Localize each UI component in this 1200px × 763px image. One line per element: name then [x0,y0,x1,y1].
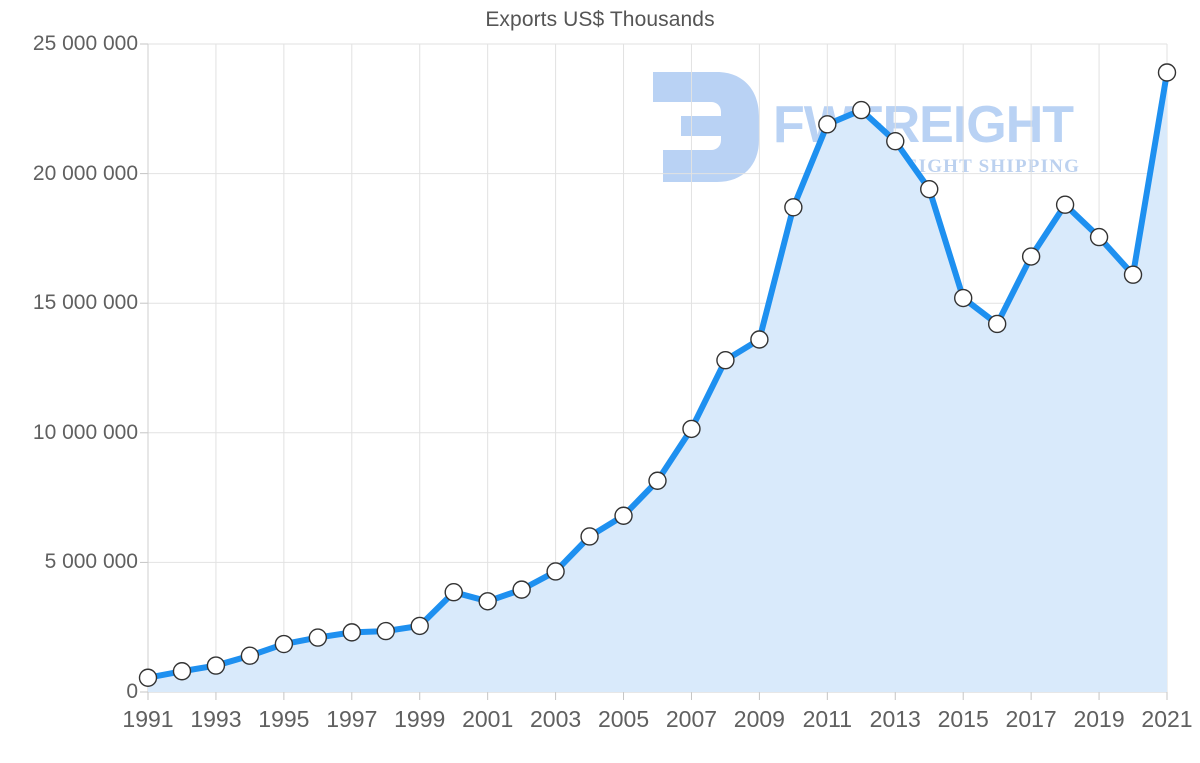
data-point-marker[interactable] [886,131,905,151]
y-axis-tick-label: 20 000 000 [32,161,138,185]
data-point-marker[interactable] [512,580,531,599]
data-point-marker[interactable] [987,314,1007,334]
data-point-marker[interactable] [240,646,260,665]
x-axis-tick-label: 2003 [530,706,582,732]
y-axis-tick-label: 15 000 000 [32,291,138,315]
data-point-marker[interactable] [308,628,328,647]
data-point-marker[interactable] [342,623,361,642]
x-axis-tick-label: 2009 [733,706,785,732]
x-axis-tick-label: 2017 [1005,706,1057,732]
x-axis-tick-label: 1999 [394,706,446,732]
y-axis-tick-label: 25 000 000 [32,32,138,55]
data-point-marker[interactable] [716,351,735,370]
data-point-marker[interactable] [1157,63,1177,82]
data-point-marker[interactable] [614,506,633,525]
x-axis-tick-label: 2007 [665,706,718,732]
x-axis-tick-label: 2011 [802,706,853,732]
data-point-marker[interactable] [138,668,158,687]
data-point-marker[interactable] [410,616,429,636]
data-point-marker[interactable] [580,527,599,546]
y-axis-tick-label: 0 [126,680,138,703]
data-point-marker[interactable] [206,656,226,675]
x-axis-tick-label: 2021 [1141,706,1193,732]
data-point-marker[interactable] [920,179,939,199]
data-point-marker[interactable] [546,562,565,581]
x-axis-tick-label: 2013 [869,706,921,732]
x-axis-tick-label: 2019 [1073,706,1125,732]
data-point-marker[interactable] [852,100,871,120]
data-point-marker[interactable] [1055,195,1075,214]
data-point-marker[interactable] [172,662,192,681]
data-point-marker[interactable] [444,583,463,602]
data-point-marker[interactable] [274,634,294,654]
data-point-marker[interactable] [682,419,701,439]
data-point-marker[interactable] [648,471,667,490]
area-fill [148,72,1167,692]
data-point-marker[interactable] [376,621,395,641]
data-point-marker[interactable] [1089,227,1109,247]
x-axis-tick-label: 1995 [258,706,310,732]
data-point-marker[interactable] [478,592,497,611]
x-axis-tick-label: 2015 [937,706,989,732]
x-axis-tick-label: 1997 [326,706,378,732]
data-point-marker[interactable] [750,330,769,349]
data-point-markers [138,63,1177,687]
data-point-marker[interactable] [784,198,803,217]
data-point-marker[interactable] [1123,265,1143,284]
x-axis-tick-label: 1993 [190,706,242,732]
data-point-marker[interactable] [954,288,973,308]
x-axis-tick-label: 2005 [597,706,650,732]
data-point-marker[interactable] [1021,247,1041,266]
chart-title: Exports US$ Thousands [485,8,715,31]
x-axis-tick-label: 1991 [122,706,174,732]
x-axis-tick-label: 2001 [462,706,514,732]
y-axis-tick-label: 5 000 000 [44,550,138,574]
y-axis-tick-label: 10 000 000 [32,420,138,444]
data-point-marker[interactable] [818,115,837,134]
